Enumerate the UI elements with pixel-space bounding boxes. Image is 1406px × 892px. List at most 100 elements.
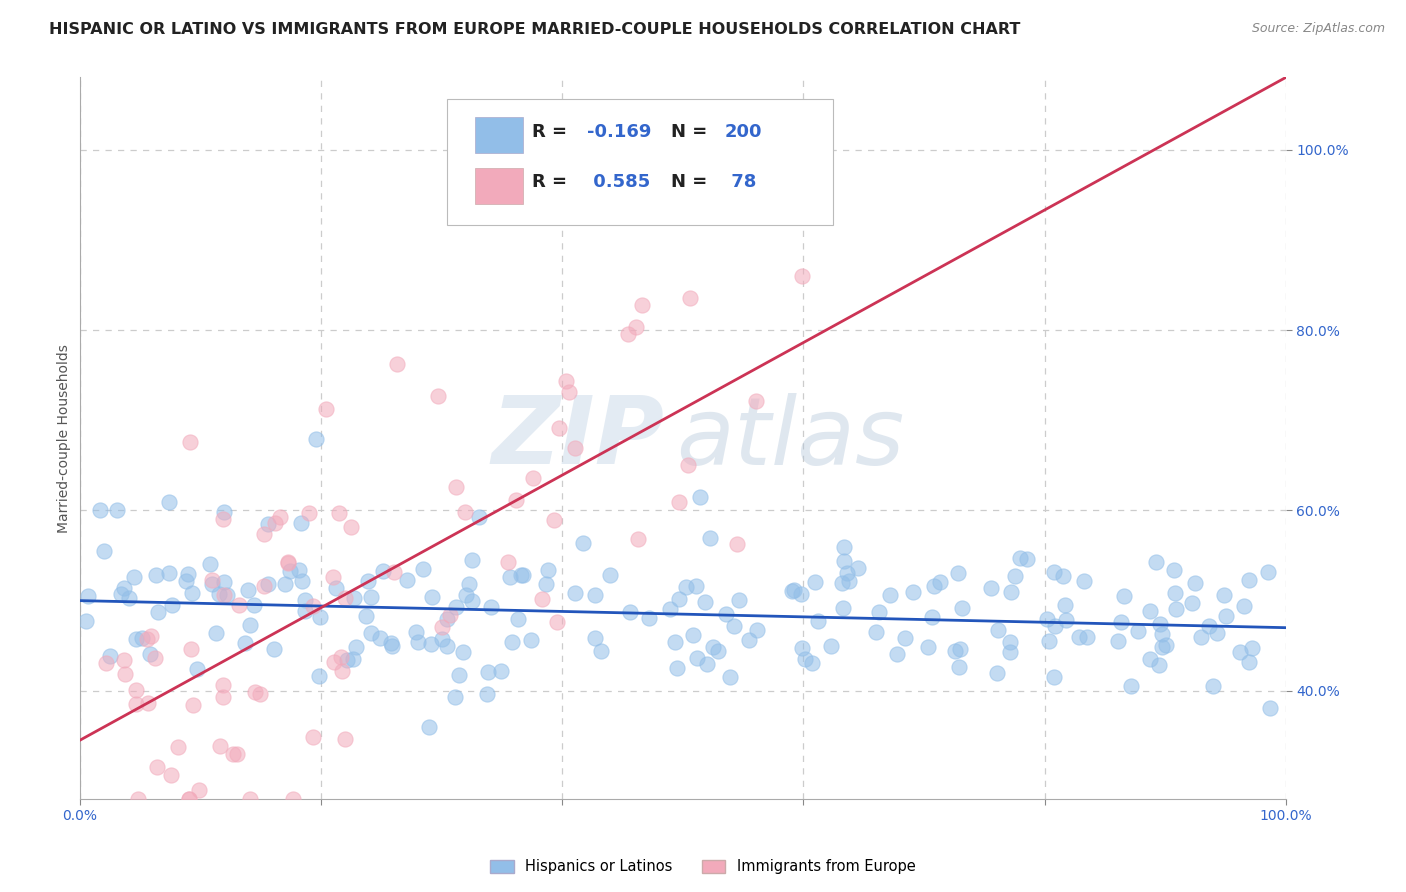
Point	[328, 506, 350, 520]
Point	[718, 670, 741, 684]
Point	[180, 642, 202, 657]
Point	[531, 591, 554, 606]
Point	[479, 599, 502, 614]
Point	[1144, 555, 1167, 569]
Point	[686, 651, 709, 665]
Point	[131, 631, 153, 645]
Point	[630, 298, 652, 312]
Point	[664, 635, 686, 649]
Point	[302, 730, 325, 744]
Point	[1052, 568, 1074, 582]
Point	[179, 792, 201, 806]
Point	[89, 503, 111, 517]
Point	[291, 574, 314, 589]
Point	[344, 640, 367, 654]
Point	[93, 544, 115, 558]
Point	[277, 556, 299, 570]
Point	[1180, 596, 1202, 610]
Point	[1163, 563, 1185, 577]
Point	[179, 435, 201, 450]
Point	[249, 687, 271, 701]
Point	[1076, 630, 1098, 644]
Point	[212, 588, 235, 602]
Point	[263, 516, 285, 530]
Point	[922, 579, 945, 593]
Legend: Hispanics or Latinos, Immigrants from Europe: Hispanics or Latinos, Immigrants from Eu…	[485, 854, 921, 880]
Point	[564, 441, 586, 455]
Point	[122, 570, 145, 584]
Point	[432, 632, 454, 646]
Point	[1054, 613, 1077, 627]
Point	[626, 320, 648, 334]
Point	[583, 631, 606, 645]
Point	[1139, 604, 1161, 618]
Point	[508, 612, 530, 626]
Point	[1114, 589, 1136, 603]
Point	[322, 570, 344, 584]
Point	[208, 739, 231, 753]
Point	[283, 792, 305, 806]
Point	[879, 588, 901, 602]
Text: Source: ZipAtlas.com: Source: ZipAtlas.com	[1251, 22, 1385, 36]
Point	[323, 655, 346, 669]
Point	[75, 614, 97, 628]
Point	[512, 567, 534, 582]
Point	[685, 579, 707, 593]
Text: HISPANIC OR LATINO VS IMMIGRANTS FROM EUROPE MARRIED-COUPLE HOUSEHOLDS CORRELATI: HISPANIC OR LATINO VS IMMIGRANTS FROM EU…	[49, 22, 1021, 37]
Point	[1202, 679, 1225, 693]
Point	[783, 582, 806, 597]
Point	[451, 645, 474, 659]
Point	[678, 291, 700, 305]
Point	[107, 502, 129, 516]
Point	[94, 657, 117, 671]
Point	[436, 612, 458, 626]
Point	[412, 562, 434, 576]
Point	[499, 570, 522, 584]
Point	[728, 593, 751, 607]
Text: N =: N =	[671, 173, 713, 191]
Point	[222, 747, 245, 761]
Point	[1258, 701, 1281, 715]
Point	[543, 513, 565, 527]
Point	[162, 599, 184, 613]
Point	[745, 394, 768, 409]
Point	[695, 595, 717, 609]
Point	[325, 582, 347, 596]
Point	[921, 610, 943, 624]
Point	[139, 630, 162, 644]
Point	[228, 598, 250, 612]
Point	[330, 650, 353, 665]
Point	[917, 640, 939, 654]
Point	[1189, 630, 1212, 644]
Text: R =: R =	[531, 122, 574, 141]
Point	[534, 577, 557, 591]
Point	[77, 589, 100, 603]
Point	[124, 632, 146, 646]
Point	[212, 690, 235, 704]
Point	[263, 642, 285, 657]
Point	[1010, 550, 1032, 565]
Point	[167, 739, 190, 754]
Point	[998, 645, 1021, 659]
Point	[136, 697, 159, 711]
Point	[548, 420, 571, 434]
Text: 0.585: 0.585	[588, 173, 651, 191]
Point	[832, 540, 855, 554]
Point	[738, 633, 761, 648]
Point	[668, 495, 690, 509]
Point	[98, 648, 121, 663]
Point	[1147, 658, 1170, 673]
Point	[901, 585, 924, 599]
Point	[354, 609, 377, 624]
Point	[952, 600, 974, 615]
Point	[1126, 624, 1149, 638]
Point	[1042, 565, 1064, 579]
Point	[256, 577, 278, 591]
Point	[676, 458, 699, 473]
Point	[619, 606, 641, 620]
Point	[198, 557, 221, 571]
Point	[707, 643, 730, 657]
Y-axis label: Married-couple Households: Married-couple Households	[58, 343, 72, 533]
Point	[146, 760, 169, 774]
Point	[832, 600, 855, 615]
